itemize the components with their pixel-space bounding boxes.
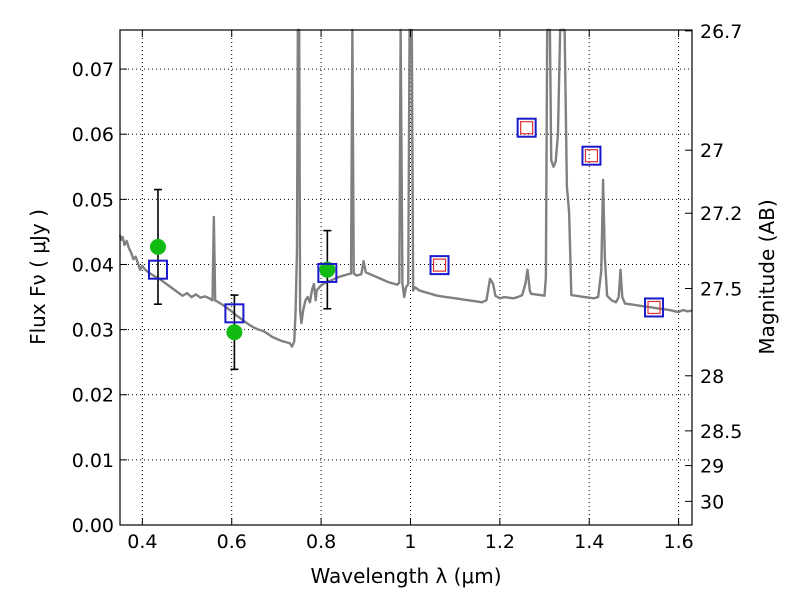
model-point [516, 117, 537, 138]
x-axis-label: Wavelength λ (μm) [310, 564, 501, 588]
y-tick-label: 0.07 [72, 59, 114, 81]
spectrum-series [118, 28, 693, 348]
y2-tick-label: 28 [700, 366, 724, 388]
model-point [644, 297, 665, 318]
y-tick-label: 0.02 [72, 385, 114, 407]
errorbars [153, 188, 332, 371]
model-inner-point [520, 121, 534, 135]
y-tick-label: 0.01 [72, 450, 114, 472]
plot-frame [119, 29, 693, 526]
model-inner-point [432, 258, 447, 272]
model-inner-point [647, 300, 661, 315]
y2-tick-label: 28.5 [700, 421, 742, 443]
y-tick-label: 0.00 [72, 515, 114, 537]
model-inner-point [584, 149, 599, 163]
observed-points [149, 238, 336, 341]
y2-axis-label: Magnitude (AB) [755, 199, 779, 354]
model-points [147, 117, 665, 324]
x-tick-label: 1 [404, 531, 416, 553]
y2-tick-label: 27.2 [700, 203, 742, 225]
model-point [429, 255, 450, 276]
x-tick-label: 1.2 [485, 531, 515, 553]
x-tick-label: 1.6 [663, 531, 693, 553]
y2-tick-label: 26.7 [700, 21, 742, 43]
spectrum-line [118, 28, 693, 348]
model-point [581, 145, 602, 166]
y-tick-label: 0.05 [72, 189, 114, 211]
x-tick-label: 1.4 [574, 531, 604, 553]
model-point [224, 303, 245, 324]
x-tick-label: 0.8 [306, 531, 336, 553]
observed-point [319, 261, 336, 278]
y-axis-label: Flux Fν ( μJy ) [26, 209, 50, 345]
x-tick-label: 0.6 [217, 531, 247, 553]
model-point [317, 262, 338, 283]
y-tick-label: 0.03 [72, 320, 114, 342]
observed-point [226, 324, 243, 341]
y-tick-label: 0.06 [72, 124, 114, 146]
x-axis-ticks: 0.4 0.6 0.8 1 1.2 1.4 1.6 [127, 30, 694, 553]
y2-axis-ticks: 26.7 27 27.2 27.5 28 28.5 29 30 [685, 21, 742, 513]
model-point [147, 259, 168, 280]
y2-tick-label: 27.5 [700, 279, 742, 301]
y2-tick-label: 30 [700, 491, 724, 513]
y-tick-label: 0.04 [72, 254, 114, 276]
x-tick-label: 0.4 [127, 531, 157, 553]
y2-tick-label: 29 [700, 456, 724, 478]
observed-point [149, 238, 166, 255]
y2-tick-label: 27 [700, 140, 724, 162]
y-axis-ticks: 0.00 0.01 0.02 0.03 0.04 0.05 0.06 0.07 [72, 59, 127, 537]
